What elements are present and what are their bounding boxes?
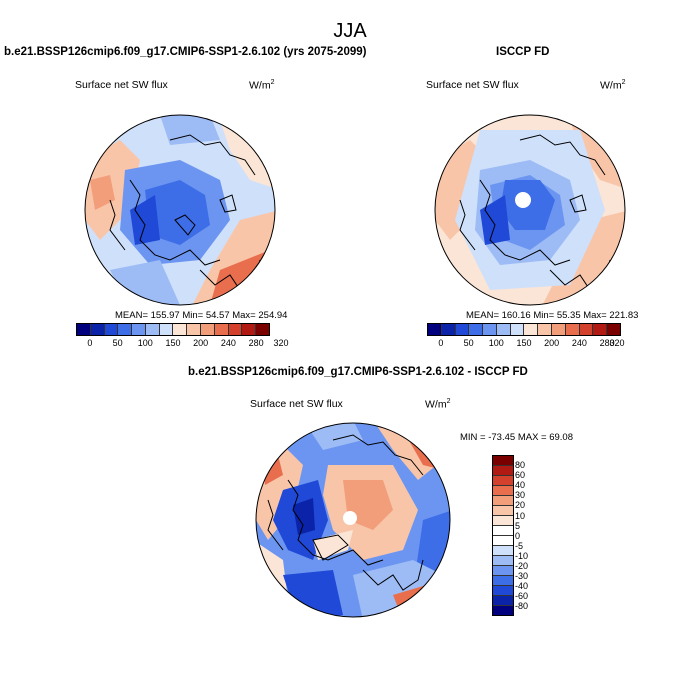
colorbar-tick: -60 xyxy=(515,591,529,602)
panel1-variable: Surface net SW flux xyxy=(75,79,168,91)
colorbar-swatch xyxy=(552,324,566,335)
colorbar-tick: 100 xyxy=(137,338,153,348)
colorbar-swatch xyxy=(132,324,146,335)
colorbar-swatch xyxy=(441,324,456,335)
colorbar-swatch xyxy=(493,536,513,546)
colorbar-swatch xyxy=(538,324,553,335)
colorbar-tick: 0 xyxy=(87,338,93,348)
colorbar-swatch xyxy=(493,606,513,615)
panel1-units: W/m2 xyxy=(249,79,275,92)
colorbar-swatch xyxy=(493,556,513,566)
colorbar-swatch xyxy=(214,324,229,335)
panel3-title: b.e21.BSSP126cmip6.f09_g17.CMIP6-SSP1-2.… xyxy=(188,366,528,378)
colorbar-tick: 50 xyxy=(112,338,123,348)
colorbar-swatch xyxy=(579,324,594,335)
colorbar-tick: 240 xyxy=(571,338,587,348)
colorbar-swatch xyxy=(428,324,442,335)
panel3-colorbar-labels: 80 60 40 30 20 10 5 0 -5 -10 -20 -30 -40… xyxy=(515,455,555,616)
colorbar-tick: 150 xyxy=(165,338,181,348)
colorbar-tick: 5 xyxy=(515,520,521,531)
colorbar-swatch xyxy=(593,324,608,335)
colorbar-swatch xyxy=(201,324,215,335)
panel3-polar-map xyxy=(255,422,451,618)
colorbar-swatch xyxy=(104,324,119,335)
colorbar-tick: 200 xyxy=(193,338,209,348)
panel1-polar-map xyxy=(84,114,276,306)
panel3-stats: MIN = -73.45 MAX = 69.08 xyxy=(460,432,574,443)
colorbar-swatch xyxy=(173,324,188,335)
colorbar-tick: 40 xyxy=(515,480,526,491)
panel2-units: W/m2 xyxy=(600,79,626,92)
colorbar-tick: 50 xyxy=(463,338,474,348)
colorbar-tick: 100 xyxy=(488,338,504,348)
colorbar-swatch xyxy=(493,576,513,586)
colorbar-tick: 0 xyxy=(515,530,521,541)
colorbar-swatch xyxy=(118,324,133,335)
colorbar-swatch xyxy=(493,586,513,596)
colorbar-tick: 200 xyxy=(544,338,560,348)
colorbar-swatch xyxy=(455,324,470,335)
colorbar-swatch xyxy=(77,324,91,335)
colorbar-tick: 280 xyxy=(599,338,615,348)
colorbar-tick: 240 xyxy=(220,338,236,348)
panel2-colorbar xyxy=(427,323,621,336)
panel3-variable: Surface net SW flux xyxy=(250,398,343,410)
colorbar-tick: 150 xyxy=(516,338,532,348)
panel2-title: ISCCP FD xyxy=(496,46,550,58)
colorbar-tick: 60 xyxy=(515,470,526,481)
colorbar-swatch xyxy=(145,324,160,335)
panel1-colorbar-labels: 0 50 100 150 200 240 280 320 xyxy=(76,338,288,350)
colorbar-swatch xyxy=(493,516,513,526)
colorbar-tick: -80 xyxy=(515,601,529,612)
colorbar-tick: -40 xyxy=(515,581,529,592)
colorbar-swatch xyxy=(493,506,513,516)
colorbar-swatch xyxy=(565,324,580,335)
colorbar-swatch xyxy=(469,324,484,335)
colorbar-swatch xyxy=(493,546,513,556)
panel2-polar-map xyxy=(434,114,626,306)
panel2-variable: Surface net SW flux xyxy=(426,79,519,91)
colorbar-swatch xyxy=(493,456,513,466)
colorbar-swatch xyxy=(493,526,513,536)
colorbar-tick: 30 xyxy=(515,490,526,501)
figure-title: JJA xyxy=(333,20,367,42)
colorbar-swatch xyxy=(496,324,511,335)
colorbar-swatch xyxy=(493,496,513,506)
colorbar-swatch xyxy=(187,324,202,335)
colorbar-tick: -20 xyxy=(515,561,529,571)
colorbar-tick: 10 xyxy=(515,510,526,521)
colorbar-swatch xyxy=(510,324,525,335)
colorbar-swatch xyxy=(90,324,105,335)
colorbar-swatch xyxy=(228,324,243,335)
colorbar-tick: 80 xyxy=(515,460,526,470)
colorbar-swatch xyxy=(242,324,257,335)
colorbar-swatch xyxy=(493,486,513,496)
panel1-stats: MEAN= 155.97 Min= 54.57 Max= 254.94 xyxy=(115,310,288,321)
panel1-title: b.e21.BSSP126cmip6.f09_g17.CMIP6-SSP1-2.… xyxy=(4,46,367,58)
colorbar-swatch xyxy=(483,324,497,335)
panel2-colorbar-labels: 0 50 100 150 200 240 280 320 xyxy=(427,338,625,350)
panel2-stats: MEAN= 160.16 Min= 55.35 Max= 221.83 xyxy=(466,310,639,321)
colorbar-swatch xyxy=(159,324,174,335)
colorbar-swatch xyxy=(493,476,513,486)
colorbar-swatch xyxy=(493,466,513,476)
panel3-units: W/m2 xyxy=(425,398,451,411)
colorbar-tick: 280 xyxy=(248,338,264,348)
colorbar-tick: 320 xyxy=(273,338,289,348)
colorbar-tick: 320 xyxy=(609,338,625,348)
panel1-colorbar xyxy=(76,323,270,336)
colorbar-tick: -10 xyxy=(515,550,529,561)
colorbar-swatch xyxy=(493,566,513,576)
panel3-colorbar xyxy=(492,455,514,616)
colorbar-tick: -30 xyxy=(515,571,529,582)
colorbar-tick: 20 xyxy=(515,500,526,511)
colorbar-tick: -5 xyxy=(515,540,524,551)
colorbar-swatch xyxy=(524,324,539,335)
colorbar-swatch xyxy=(256,324,269,335)
colorbar-swatch xyxy=(607,324,620,335)
colorbar-swatch xyxy=(493,596,513,606)
colorbar-tick: 0 xyxy=(438,338,444,348)
